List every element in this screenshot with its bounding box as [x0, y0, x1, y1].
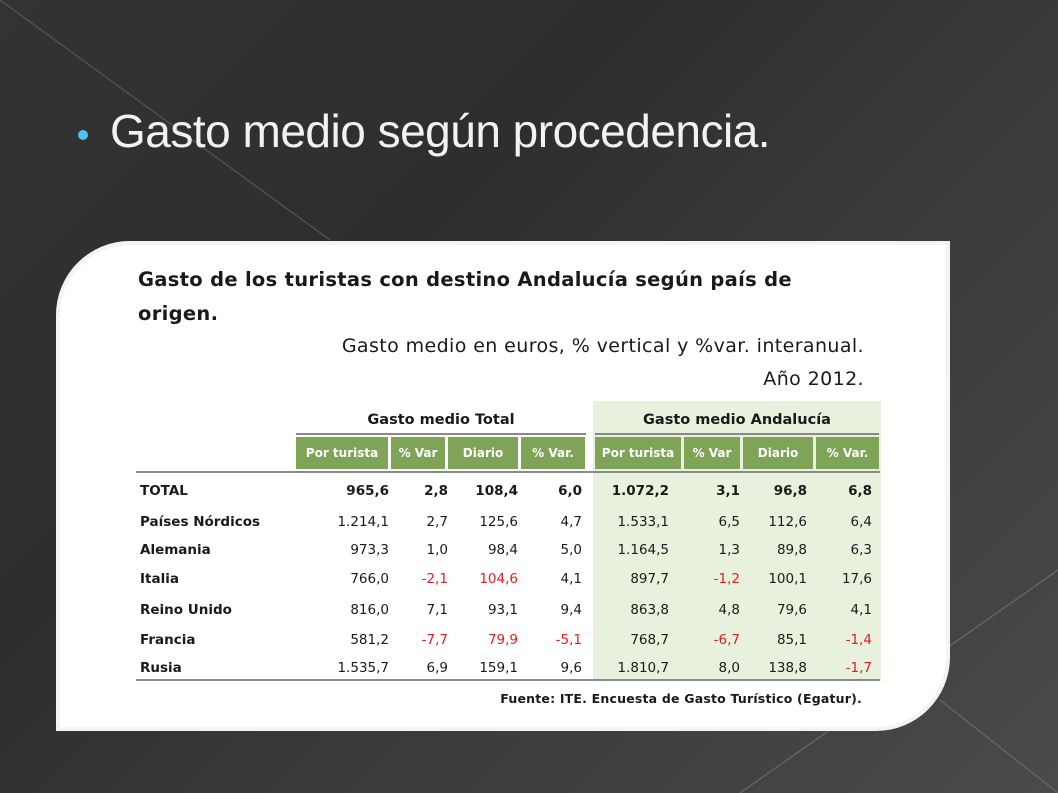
table-cell: 98,4	[487, 542, 518, 558]
table-cell: 1.214,1	[337, 514, 389, 530]
table-cell: 17,6	[841, 571, 872, 587]
table-cell: 108,4	[475, 483, 518, 499]
table-cell: -7,7	[421, 632, 448, 648]
row-label: Rusia	[140, 660, 182, 676]
table-image-card: Gasto de los turistas con destino Andalu…	[60, 245, 946, 727]
table-cell: 104,6	[479, 571, 518, 587]
table-cell: 768,7	[630, 632, 669, 648]
bullet-dot-icon	[78, 130, 88, 140]
table-cell: 112,6	[768, 514, 807, 530]
table-cell: -5,1	[555, 632, 582, 648]
table-cell: 159,1	[479, 660, 518, 676]
table-cell: 1.533,1	[617, 514, 669, 530]
table-cell: 125,6	[479, 514, 518, 530]
table-cell: 8,0	[718, 660, 740, 676]
column-header: Por turista	[595, 437, 681, 469]
table-cell: 6,3	[850, 542, 872, 558]
table-cell: -1,4	[845, 632, 872, 648]
table-cell: 4,7	[560, 514, 582, 530]
table-subtitle: Gasto medio en euros, % vertical y %var.…	[341, 335, 864, 357]
group-header-total: Gasto medio Total	[296, 407, 586, 435]
column-header: % Var	[391, 437, 445, 469]
table-cell: 2,7	[426, 514, 448, 530]
table-cell: 89,8	[776, 542, 807, 558]
table-cell: 4,1	[850, 602, 872, 618]
row-label: Alemania	[140, 542, 211, 558]
table-cell: -1,2	[713, 571, 740, 587]
table-cell: 1.810,7	[617, 660, 669, 676]
table-cell: 6,8	[848, 483, 872, 499]
table-cell: 863,8	[630, 602, 669, 618]
total-row: TOTAL 965,6 2,8 108,4 6,0 1.072,2 3,1 96,8 6,8	[136, 480, 880, 502]
table-row: Países Nórdicos 1.214,1 2,7 125,6 4,7 1.533,1…	[136, 511, 880, 533]
table-cell: 96,8	[773, 483, 807, 499]
table-row: Francia 581,2 -7,7 79,9 -5,1 768,7 -6,7 85,1 -1,…	[136, 629, 880, 651]
table-cell: -2,1	[421, 571, 448, 587]
table-cell: 965,6	[346, 483, 389, 499]
row-label: Países Nórdicos	[140, 514, 261, 530]
table-row: Rusia 1.535,7 6,9 159,1 9,6 1.810,7 8,0 138,8 -1…	[136, 657, 880, 679]
column-header: % Var.	[521, 437, 585, 469]
table-cell: 85,1	[776, 632, 807, 648]
row-label: Reino Unido	[140, 602, 232, 618]
table-cell: 4,8	[718, 602, 740, 618]
table-year: Año 2012.	[763, 368, 864, 390]
table-source: Fuente: ITE. Encuesta de Gasto Turístico…	[500, 691, 862, 706]
table-title: Gasto de los turistas con destino Andalu…	[138, 268, 792, 325]
table-cell: 79,9	[487, 632, 518, 648]
column-header: % Var.	[816, 437, 879, 469]
column-header: Diario	[743, 437, 813, 469]
table-cell: 581,2	[350, 632, 389, 648]
table-cell: 816,0	[350, 602, 389, 618]
bullet-point: Gasto medio según procedencia.	[78, 104, 771, 158]
table-cell: 5,0	[560, 542, 582, 558]
table-cell: 93,1	[487, 602, 518, 618]
row-label: Francia	[140, 632, 196, 648]
table-cell: 6,5	[718, 514, 740, 530]
table-cell: 9,6	[560, 660, 582, 676]
table-cell: 2,8	[424, 483, 448, 499]
column-header: Por turista	[296, 437, 388, 469]
table-cell: 6,4	[850, 514, 872, 530]
table-cell: 3,1	[716, 483, 740, 499]
table-cell: 1.535,7	[337, 660, 389, 676]
table-cell: 1,0	[426, 542, 448, 558]
table-cell: 4,1	[560, 571, 582, 587]
table-cell: -6,7	[713, 632, 740, 648]
table-row: Reino Unido 816,0 7,1 93,1 9,4 863,8 4,8 79,6 4,…	[136, 599, 880, 621]
table-cell: 766,0	[350, 571, 389, 587]
table-cell: -1,7	[845, 660, 872, 676]
table-cell: 7,1	[426, 602, 448, 618]
table-cell: 1.164,5	[617, 542, 669, 558]
slide-heading: Gasto medio según procedencia.	[110, 105, 771, 157]
footer-rule	[136, 679, 880, 681]
table-cell: 973,3	[350, 542, 389, 558]
table-cell: 6,0	[558, 483, 582, 499]
table-cell: 1.072,2	[611, 483, 669, 499]
table-row: Italia 766,0 -2,1 104,6 4,1 897,7 -1,2 100,1 17,…	[136, 568, 880, 590]
table-cell: 897,7	[630, 571, 669, 587]
table-cell: 1,3	[718, 542, 740, 558]
table-cell: 138,8	[768, 660, 807, 676]
row-label: TOTAL	[140, 483, 188, 499]
table-row: Alemania 973,3 1,0 98,4 5,0 1.164,5 1,3 89,8 6,3	[136, 539, 880, 561]
column-header: Diario	[448, 437, 518, 469]
column-header: % Var	[684, 437, 740, 469]
header-rule	[136, 471, 880, 473]
table-cell: 100,1	[768, 571, 807, 587]
table-cell: 9,4	[560, 602, 582, 618]
table-cell: 79,6	[776, 602, 807, 618]
group-header-andalucia: Gasto medio Andalucía	[595, 407, 879, 435]
table-cell: 6,9	[426, 660, 448, 676]
row-label: Italia	[140, 571, 179, 587]
